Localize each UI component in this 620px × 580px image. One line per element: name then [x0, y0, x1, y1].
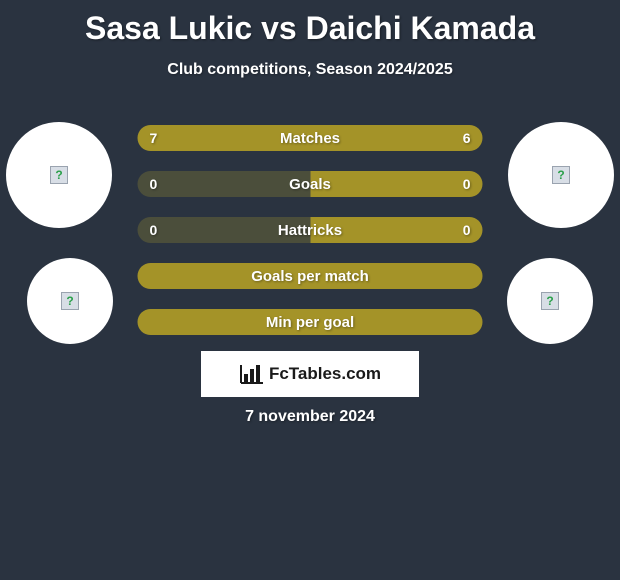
page-title: Sasa Lukic vs Daichi Kamada	[0, 0, 620, 47]
player-2-club-avatar	[507, 258, 593, 344]
player-2-avatar	[508, 122, 614, 228]
stat-label: Min per goal	[266, 314, 354, 331]
stat-label: Hattricks	[278, 222, 342, 239]
stat-row: Min per goal	[138, 309, 483, 335]
image-placeholder-icon	[50, 166, 68, 184]
stat-row: 7 6 Matches	[138, 125, 483, 151]
image-placeholder-icon	[552, 166, 570, 184]
player-1-club-avatar	[27, 258, 113, 344]
player-1-avatar	[6, 122, 112, 228]
logo-text: FcTables.com	[269, 364, 381, 384]
bar-chart-icon	[239, 363, 265, 385]
stat-label: Goals	[289, 176, 331, 193]
stat-value-left: 0	[150, 217, 158, 243]
image-placeholder-icon	[61, 292, 79, 310]
stat-row: 0 0 Goals	[138, 171, 483, 197]
stat-value-right: 6	[463, 125, 471, 151]
stat-value-right: 0	[463, 171, 471, 197]
stat-label: Matches	[280, 130, 340, 147]
page-subtitle: Club competitions, Season 2024/2025	[0, 61, 620, 79]
stat-bar-right	[310, 171, 483, 197]
image-placeholder-icon	[541, 292, 559, 310]
stat-bars: 7 6 Matches 0 0 Goals 0 0 Hattricks Goals per mat…	[138, 125, 483, 335]
logo-box: FcTables.com	[201, 351, 419, 397]
stat-value-left: 7	[150, 125, 158, 151]
stat-row: Goals per match	[138, 263, 483, 289]
stat-bar-left	[138, 171, 311, 197]
stat-value-right: 0	[463, 217, 471, 243]
stat-value-left: 0	[150, 171, 158, 197]
stat-row: 0 0 Hattricks	[138, 217, 483, 243]
stat-label: Goals per match	[251, 268, 369, 285]
date-label: 7 november 2024	[0, 408, 620, 426]
